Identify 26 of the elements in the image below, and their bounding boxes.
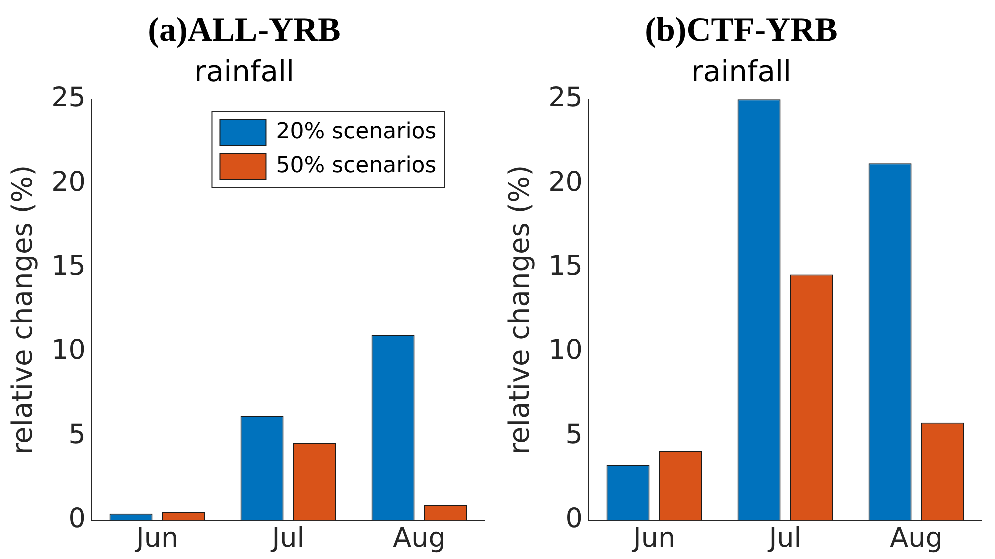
- y-tick-label: 10: [52, 335, 86, 366]
- y-axis-title: relative changes (%): [503, 165, 536, 455]
- chart-title: (a)ALL-YRB: [148, 12, 341, 50]
- y-tick-label: 20: [52, 166, 86, 198]
- y-tick-label: 5: [68, 419, 86, 450]
- y-tick-label: 15: [52, 251, 86, 282]
- y-tick-label: 10: [548, 335, 583, 366]
- y-tick-label: 5: [566, 419, 583, 450]
- y-tick-label: 0: [566, 504, 583, 535]
- x-tick-label: Jul: [270, 522, 305, 554]
- y-tick-label: 20: [548, 166, 583, 198]
- chart-subtitle: rainfall: [194, 54, 295, 89]
- x-tick-label: Aug: [890, 522, 943, 554]
- chart-subtitle: rainfall: [691, 54, 792, 89]
- y-tick-label: 0: [68, 504, 86, 535]
- y-axis-title: relative changes (%): [6, 165, 40, 455]
- y-tick-label: 15: [548, 251, 583, 282]
- x-tick-label: Jun: [631, 522, 676, 554]
- x-tick-label: Jun: [134, 522, 179, 554]
- y-tick-label: 25: [548, 82, 583, 114]
- legend-label: 50% scenarios: [276, 153, 437, 178]
- x-tick-label: Jul: [767, 522, 802, 554]
- legend-label: 20% scenarios: [276, 119, 437, 144]
- chart-title: (b)CTF-YRB: [645, 12, 838, 50]
- y-tick-label: 25: [52, 82, 86, 114]
- x-tick-label: Aug: [393, 522, 446, 554]
